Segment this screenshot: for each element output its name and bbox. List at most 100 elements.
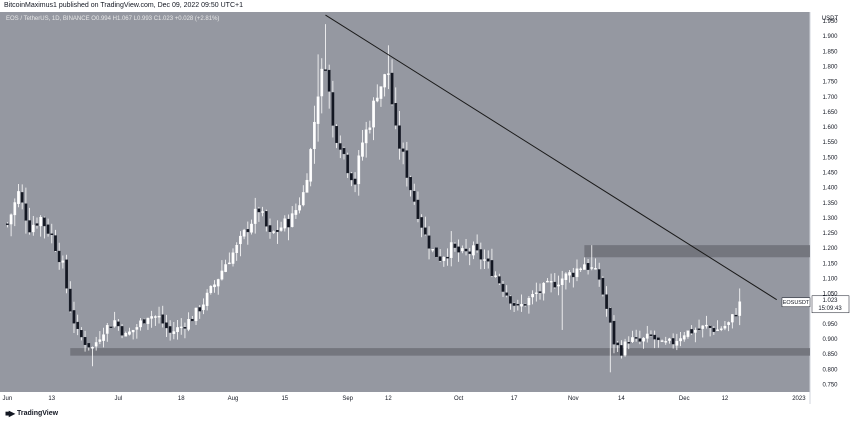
candle-down xyxy=(257,208,261,213)
price-tick-label: 1.100 xyxy=(822,276,838,282)
candle-up xyxy=(146,317,150,324)
candle-up xyxy=(135,327,139,330)
candle-up xyxy=(179,326,183,329)
candle-down xyxy=(516,303,520,306)
symbol-tag-label: EOSUSDT xyxy=(783,300,810,306)
time-axis[interactable] xyxy=(0,392,810,404)
candle-down xyxy=(486,258,490,262)
candle-up xyxy=(357,155,361,185)
candle-up xyxy=(520,304,523,307)
symbol-legend: EOS / TetherUS, 1D, BINANCE O0.994 H1.06… xyxy=(6,16,219,22)
candle-up xyxy=(542,282,546,294)
trendline-layer[interactable] xyxy=(325,14,777,301)
candle-down xyxy=(479,249,483,260)
candle-down xyxy=(142,319,146,324)
candle-down xyxy=(390,72,394,105)
candle-up xyxy=(153,316,157,318)
time-ticks: Jun 13 Jul 18 Aug 15 Sep 12 Oct 17 Nov 14 Dec 12 2023 xyxy=(3,396,807,402)
legend-open-label: O xyxy=(91,16,96,22)
last-price-value: 1.023 xyxy=(822,298,838,304)
candle-down xyxy=(54,235,57,252)
price-ticks: 0.7500.8000.8500.9000.9501.0001.0501.100… xyxy=(822,19,838,388)
candle-down xyxy=(183,327,187,329)
candle-up xyxy=(9,214,13,225)
tradingview-logo-icon: ■▶ xyxy=(5,408,15,418)
candle-up xyxy=(113,320,117,327)
legend-open-value: 0.994 xyxy=(95,16,111,22)
time-tick-label: Jun xyxy=(3,396,13,402)
candle-down xyxy=(76,321,80,329)
candle-down xyxy=(538,291,542,293)
candle-down xyxy=(468,251,472,254)
tradingview-logo[interactable]: ■▶ TradingView xyxy=(5,408,58,418)
candle-up xyxy=(472,245,475,256)
descending-trendline[interactable] xyxy=(325,14,777,301)
candle-down xyxy=(331,92,335,126)
candle-up xyxy=(128,331,131,335)
candle-down xyxy=(80,330,83,338)
candle-up xyxy=(679,338,682,342)
candle-up xyxy=(642,337,645,342)
candle-up xyxy=(379,86,383,99)
candle-up xyxy=(31,224,35,233)
candle-down xyxy=(401,148,405,152)
candle-up xyxy=(560,278,564,285)
candle-up xyxy=(631,337,634,342)
candle-up xyxy=(250,223,253,233)
candle-up xyxy=(102,334,105,341)
candle-up xyxy=(716,329,719,331)
candle-up xyxy=(431,249,435,251)
candle-up xyxy=(494,275,497,277)
candle-up xyxy=(227,262,231,265)
candle-down xyxy=(35,223,39,226)
candle-up xyxy=(575,268,579,278)
price-tick-label: 0.900 xyxy=(822,337,838,343)
candle-up xyxy=(283,218,287,229)
price-tick-label: 1.300 xyxy=(822,216,838,222)
candle-up xyxy=(305,179,309,193)
candle-up xyxy=(675,340,679,346)
support-zone xyxy=(70,348,810,356)
legend-close-label: C xyxy=(153,16,159,22)
candle-down xyxy=(353,178,357,185)
candle-up xyxy=(693,329,697,333)
candle-down xyxy=(68,288,72,312)
candle-up xyxy=(705,324,708,327)
candle-up xyxy=(594,268,597,270)
candle-down xyxy=(475,243,479,251)
price-tick-label: 1.500 xyxy=(822,155,838,161)
candle-down xyxy=(627,342,631,344)
candle-up xyxy=(723,325,727,329)
candle-up xyxy=(738,301,742,316)
candle-up xyxy=(590,267,594,269)
price-tick-label: 1.200 xyxy=(822,246,838,252)
chart-area[interactable]: 0.7500.8000.8500.9000.9501.0001.0501.100… xyxy=(0,12,850,404)
candle-up xyxy=(645,333,649,339)
candle-up xyxy=(387,73,390,75)
candle-down xyxy=(657,337,660,341)
candle-down xyxy=(276,230,279,232)
candle-down xyxy=(168,326,172,333)
countdown-value: 15:09:43 xyxy=(818,306,842,312)
candle-up xyxy=(301,192,305,206)
candle-up xyxy=(216,279,220,287)
candle-up xyxy=(623,341,627,356)
candle-down xyxy=(87,343,91,348)
candle-down xyxy=(597,269,601,280)
candle-up xyxy=(124,332,128,337)
candle-down xyxy=(427,235,431,249)
price-tick-label: 1.900 xyxy=(822,34,838,40)
time-tick-label: Nov xyxy=(568,396,579,402)
candle-up xyxy=(298,205,301,211)
price-chart[interactable]: 0.7500.8000.8500.9000.9501.0001.0501.100… xyxy=(0,12,850,404)
price-axis[interactable] xyxy=(810,12,850,404)
candle-up xyxy=(583,264,586,270)
symbol-tag-box xyxy=(781,297,811,308)
price-tick-label: 1.650 xyxy=(822,110,838,116)
time-tick-label: Sep xyxy=(342,396,353,402)
price-tick-label: 1.450 xyxy=(822,170,838,176)
candle-up xyxy=(91,347,94,349)
candle-down xyxy=(83,337,87,345)
candle-up xyxy=(172,331,176,335)
candle-down xyxy=(586,263,590,270)
